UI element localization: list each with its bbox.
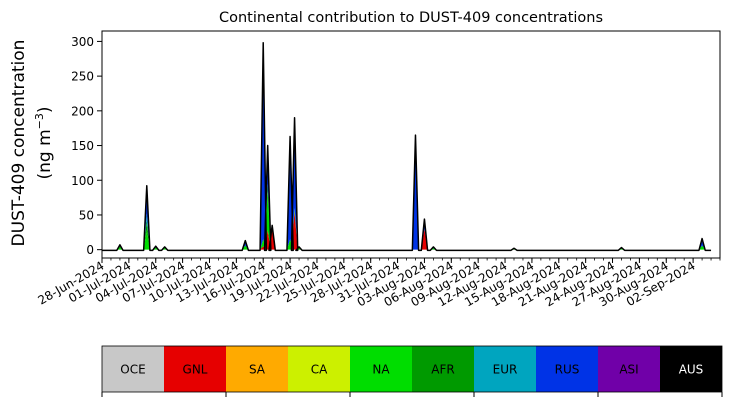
y-tick-label: 0: [86, 243, 94, 257]
legend-label: GNL: [183, 363, 208, 377]
legend-item-aus: AUS: [660, 346, 722, 392]
x-axis: 28-Jun-202401-Jul-202404-Jul-202407-Jul-…: [36, 258, 721, 309]
legend-colorbar: OCE GNL SA CA NA AFR EUR RUS ASI AUS: [101, 345, 723, 397]
legend-swatch: [164, 346, 226, 392]
legend-item-asi: ASI: [598, 346, 660, 392]
legend-label: RUS: [555, 363, 580, 377]
legend-label: AUS: [679, 363, 704, 377]
area-rus: [698, 241, 706, 250]
y-axis: 0 50 100 150 200 250 300: [71, 35, 102, 257]
legend-swatch: [102, 346, 164, 392]
legend-item-afr: AFR: [412, 346, 474, 392]
legend-label: AFR: [431, 363, 454, 377]
y-tick-label: 300: [71, 35, 94, 49]
chart-title: Continental contribution to DUST-409 con…: [219, 10, 603, 26]
legend-item-sa: SA: [226, 346, 288, 392]
area-rus: [412, 135, 419, 250]
legend-swatch: [474, 346, 536, 392]
area-gnl: [421, 228, 428, 250]
legend-swatch: [350, 346, 412, 392]
y-axis-label: DUST-409 concentration (ng m−3): [9, 40, 55, 247]
y-tick-label: 150: [71, 139, 94, 153]
legend-label: ASI: [619, 363, 638, 377]
y-axis-label-line1: DUST-409 concentration: [9, 40, 29, 247]
legend-swatch: [226, 346, 288, 392]
legend-label: OCE: [120, 363, 145, 377]
y-tick-label: 250: [71, 70, 94, 84]
legend-label: SA: [249, 363, 266, 377]
legend-item-na: NA: [350, 346, 412, 392]
area-na: [116, 247, 124, 250]
legend-frame: [101, 345, 723, 393]
area-afr: [143, 220, 150, 250]
legend-label: CA: [311, 363, 328, 377]
area-na: [242, 245, 249, 250]
legend-item-ca: CA: [288, 346, 350, 392]
plot-area: [102, 42, 712, 252]
plot-frame: [101, 30, 721, 259]
legend-swatch: [536, 346, 598, 392]
legend-item-gnl: GNL: [164, 346, 226, 392]
legend-swatch: [660, 346, 722, 392]
legend-swatch: [412, 346, 474, 392]
legend-swatch: [598, 346, 660, 392]
y-tick-label: 100: [71, 174, 94, 188]
area-na: [143, 230, 150, 250]
legend-label: NA: [372, 363, 390, 377]
area-rus: [242, 242, 249, 250]
total-line: [102, 42, 712, 252]
area-rus: [260, 42, 267, 250]
legend-label: EUR: [493, 363, 518, 377]
legend-item-rus: RUS: [536, 346, 598, 392]
legend-item-oce: OCE: [102, 346, 164, 392]
y-tick-label: 200: [71, 104, 94, 118]
y-axis-label-line2: (ng m−3): [33, 106, 55, 179]
legend-item-eur: EUR: [474, 346, 536, 392]
area-afr: [116, 246, 124, 250]
y-tick-label: 50: [79, 208, 94, 222]
area-na: [698, 245, 706, 250]
legend-swatch: [288, 346, 350, 392]
